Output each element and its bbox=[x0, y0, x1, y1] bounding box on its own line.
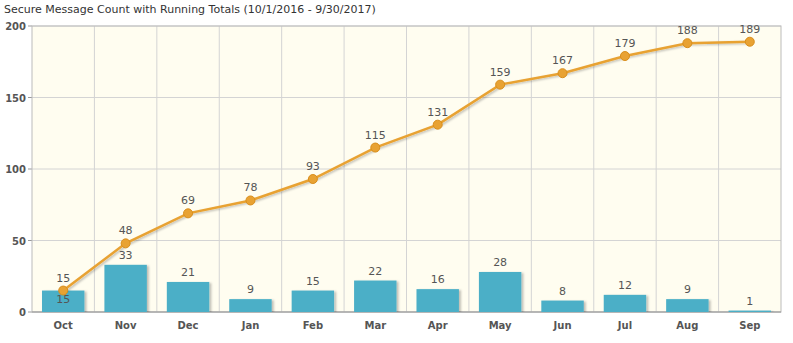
line-label: 131 bbox=[427, 106, 448, 119]
y-tick-label: 50 bbox=[12, 236, 26, 247]
bar-label: 33 bbox=[119, 249, 133, 262]
bar-label: 15 bbox=[306, 275, 320, 288]
bar bbox=[666, 299, 708, 312]
bar-label: 9 bbox=[247, 283, 254, 296]
marks bbox=[42, 37, 771, 312]
bar-label: 9 bbox=[684, 283, 691, 296]
line-label: 69 bbox=[181, 194, 195, 207]
x-tick-label: Sep bbox=[739, 320, 760, 331]
tick-mark bbox=[28, 312, 32, 313]
bar-label: 1 bbox=[746, 295, 753, 308]
grid-line-vertical bbox=[468, 26, 469, 312]
bar-label: 8 bbox=[559, 285, 566, 298]
x-tick-label: Jan bbox=[241, 320, 260, 331]
line-label: 15 bbox=[56, 272, 70, 285]
line-label: 179 bbox=[614, 37, 635, 50]
grid-line-vertical bbox=[718, 26, 719, 312]
line-marker bbox=[246, 196, 255, 205]
grid-line-vertical bbox=[94, 26, 95, 312]
grid-line-vertical bbox=[281, 26, 282, 312]
line-marker bbox=[184, 209, 193, 218]
tick-mark bbox=[28, 240, 32, 241]
line-marker bbox=[308, 175, 317, 184]
y-tick-label: 0 bbox=[19, 307, 26, 318]
bar bbox=[541, 301, 583, 312]
data-labels: 1533219152216288129115486978931151311591… bbox=[56, 23, 760, 308]
y-tick-label: 200 bbox=[5, 21, 26, 32]
line-label: 188 bbox=[677, 24, 698, 37]
line-marker bbox=[433, 120, 442, 129]
bar-label: 21 bbox=[181, 266, 195, 279]
line-label: 159 bbox=[490, 66, 511, 79]
line-marker bbox=[620, 52, 629, 61]
x-tick-label: Dec bbox=[178, 320, 199, 331]
x-tick-label: Mar bbox=[364, 320, 386, 331]
x-tick-label: Jul bbox=[617, 320, 632, 331]
bar-label: 12 bbox=[618, 279, 632, 292]
bar-label: 16 bbox=[431, 273, 445, 286]
bar bbox=[42, 291, 84, 312]
bar bbox=[479, 272, 521, 312]
grid-line-vertical bbox=[344, 26, 345, 312]
background bbox=[0, 0, 793, 343]
line-marker bbox=[683, 39, 692, 48]
bar bbox=[167, 282, 209, 312]
bar bbox=[229, 299, 271, 312]
title: Secure Message Count with Running Totals… bbox=[4, 3, 376, 16]
x-tick-label: Oct bbox=[54, 320, 73, 331]
tick-mark bbox=[28, 97, 32, 98]
bar-label: 22 bbox=[368, 265, 382, 278]
x-tick-label: May bbox=[489, 320, 512, 331]
line-label: 115 bbox=[365, 129, 386, 142]
bar bbox=[104, 265, 146, 312]
bar-label: 28 bbox=[493, 256, 507, 269]
grid-line-vertical bbox=[531, 26, 532, 312]
grid-line-vertical bbox=[656, 26, 657, 312]
plot-area bbox=[32, 26, 781, 312]
line bbox=[63, 42, 750, 291]
x-tick-label: Aug bbox=[676, 320, 698, 331]
bar bbox=[416, 289, 458, 312]
plot-frame bbox=[32, 26, 781, 312]
bar bbox=[354, 281, 396, 312]
line-marker bbox=[371, 143, 380, 152]
chart: Secure Message Count with Running Totals… bbox=[0, 0, 793, 343]
bar bbox=[292, 291, 334, 312]
x-tick-label: Jun bbox=[553, 320, 572, 331]
line-marker bbox=[496, 80, 505, 89]
line-label: 93 bbox=[306, 160, 320, 173]
bar bbox=[729, 311, 771, 312]
grid-line-vertical bbox=[156, 26, 157, 312]
line-label: 48 bbox=[119, 224, 133, 237]
chart-root: Secure Message Count with Running Totals… bbox=[0, 0, 793, 343]
tick-mark bbox=[28, 169, 32, 170]
tick-mark bbox=[28, 26, 32, 27]
line-label: 78 bbox=[243, 181, 257, 194]
line-label: 167 bbox=[552, 54, 573, 67]
y-tick-label: 100 bbox=[5, 164, 26, 175]
line-marker bbox=[745, 37, 754, 46]
x-tick-label: Feb bbox=[303, 320, 323, 331]
line-label: 189 bbox=[739, 23, 760, 36]
line-marker bbox=[558, 69, 567, 78]
line-marker bbox=[121, 239, 130, 248]
y-tick-label: 150 bbox=[5, 93, 26, 104]
grid-line-vertical bbox=[219, 26, 220, 312]
x-tick-label: Apr bbox=[428, 320, 448, 331]
x-tick-label: Nov bbox=[115, 320, 137, 331]
grid-line-vertical bbox=[406, 26, 407, 312]
bar bbox=[604, 295, 646, 312]
bar-label: 15 bbox=[56, 293, 70, 306]
grid-line-vertical bbox=[593, 26, 594, 312]
